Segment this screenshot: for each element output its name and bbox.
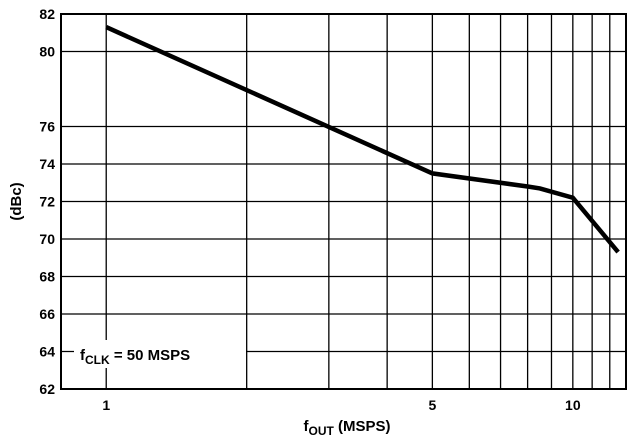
x-tick-label: 10: [565, 397, 581, 413]
series-line: [105, 25, 620, 254]
tick-labels: 62 64 66 68 70 72 74 76 80 82 1 5 10: [39, 6, 580, 413]
plot-frame: [60, 13, 627, 390]
y-tick-label: 74: [39, 156, 55, 172]
y-tick-label: 64: [39, 344, 55, 360]
x-tick-label: 1: [102, 397, 110, 413]
x-tick-label: 5: [428, 397, 436, 413]
series-group: [105, 25, 620, 254]
y-tick-label: 66: [39, 306, 55, 322]
y-axis-label: (dBc): [8, 182, 25, 220]
grid: [61, 13, 626, 390]
annotation-label: fCLK = 50 MSPS: [80, 347, 190, 367]
annotation-background: [74, 340, 246, 368]
y-tick-label: 68: [39, 269, 55, 285]
y-tick-label: 82: [39, 6, 55, 22]
x-axis-label: fOUT (MSPS): [303, 418, 390, 437]
y-tick-label: 70: [39, 231, 55, 247]
y-tick-label: 76: [39, 119, 55, 135]
y-tick-label: 62: [39, 381, 55, 397]
y-tick-label: 80: [39, 44, 55, 60]
axis-labels: (dBc) fOUT (MSPS) fCLK = 50 MSPS: [8, 182, 391, 437]
y-tick-label: 72: [39, 194, 55, 210]
